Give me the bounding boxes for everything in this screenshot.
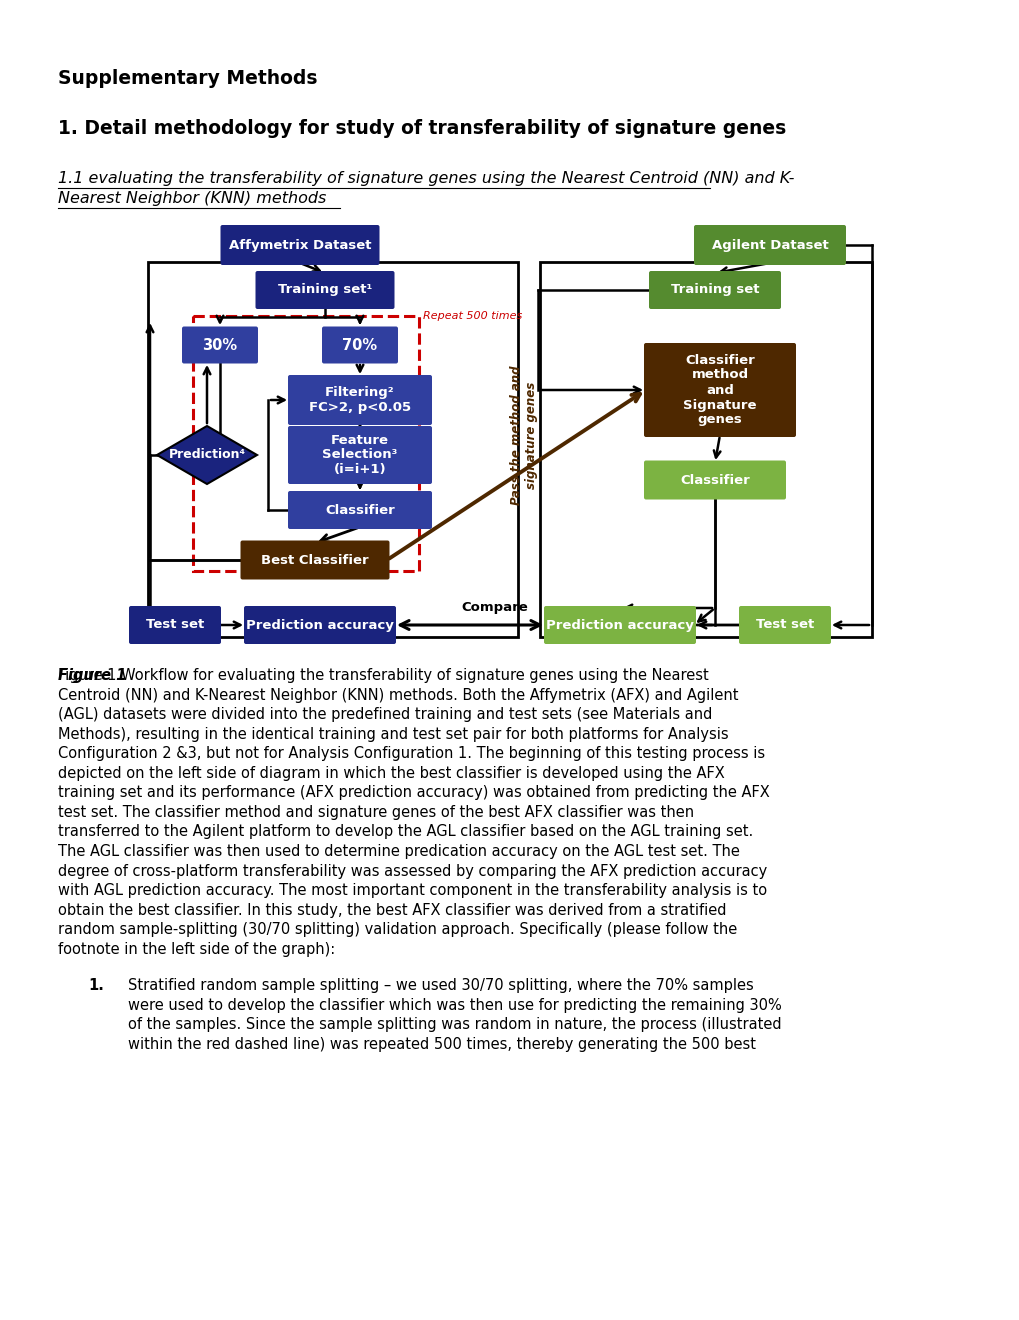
FancyBboxPatch shape <box>128 606 221 644</box>
Text: Test set: Test set <box>755 619 813 631</box>
Text: Pass the method and
signature genes: Pass the method and signature genes <box>510 366 537 504</box>
FancyBboxPatch shape <box>181 326 258 363</box>
FancyBboxPatch shape <box>255 271 394 309</box>
Text: Nearest Neighbor (KNN) methods: Nearest Neighbor (KNN) methods <box>58 190 326 206</box>
Text: 1. Detail methodology for study of transferability of signature genes: 1. Detail methodology for study of trans… <box>58 119 786 137</box>
Text: Classifier
method
and
Signature
genes: Classifier method and Signature genes <box>683 354 756 426</box>
FancyBboxPatch shape <box>322 326 397 363</box>
Text: Classifier: Classifier <box>325 503 394 516</box>
Text: Feature
Selection³
(i=i+1): Feature Selection³ (i=i+1) <box>322 433 397 477</box>
Text: 70%: 70% <box>342 338 377 352</box>
Text: Prediction accuracy: Prediction accuracy <box>246 619 393 631</box>
Text: Filtering²
FC>2, p<0.05: Filtering² FC>2, p<0.05 <box>309 385 411 414</box>
FancyBboxPatch shape <box>240 540 389 579</box>
Text: Repeat 500 times: Repeat 500 times <box>423 312 522 321</box>
FancyBboxPatch shape <box>643 343 795 437</box>
Text: Prediction accuracy: Prediction accuracy <box>545 619 693 631</box>
FancyBboxPatch shape <box>739 606 830 644</box>
Text: Stratified random sample splitting – we used 30/70 splitting, where the 70% samp: Stratified random sample splitting – we … <box>127 978 781 1052</box>
FancyBboxPatch shape <box>244 606 395 644</box>
Bar <box>539 261 871 638</box>
Text: 30%: 30% <box>202 338 237 352</box>
Bar <box>193 315 419 572</box>
Text: Figure 1 Workflow for evaluating the transferability of signature genes using th: Figure 1 Workflow for evaluating the tra… <box>58 668 769 957</box>
FancyBboxPatch shape <box>287 491 432 529</box>
FancyBboxPatch shape <box>220 224 379 265</box>
Text: 1.1 evaluating the transferability of signature genes using the Nearest Centroid: 1.1 evaluating the transferability of si… <box>58 170 794 186</box>
Text: Figure 1: Figure 1 <box>58 668 126 682</box>
Text: Training set: Training set <box>671 284 758 297</box>
Text: Classifier: Classifier <box>680 474 749 487</box>
FancyBboxPatch shape <box>693 224 845 265</box>
FancyBboxPatch shape <box>287 375 432 425</box>
FancyBboxPatch shape <box>643 461 786 499</box>
Text: Affymetrix Dataset: Affymetrix Dataset <box>228 239 371 252</box>
Text: Compare: Compare <box>462 602 528 615</box>
Bar <box>148 261 518 638</box>
Text: Best Classifier: Best Classifier <box>261 553 369 566</box>
Text: Test set: Test set <box>146 619 204 631</box>
FancyBboxPatch shape <box>648 271 781 309</box>
Text: Training set¹: Training set¹ <box>277 284 372 297</box>
FancyBboxPatch shape <box>287 426 432 484</box>
Text: Prediction⁴: Prediction⁴ <box>168 449 246 462</box>
Text: Supplementary Methods: Supplementary Methods <box>58 69 317 87</box>
Polygon shape <box>157 426 257 484</box>
Text: Agilent Dataset: Agilent Dataset <box>711 239 827 252</box>
Text: 1.: 1. <box>88 978 104 993</box>
FancyBboxPatch shape <box>543 606 695 644</box>
